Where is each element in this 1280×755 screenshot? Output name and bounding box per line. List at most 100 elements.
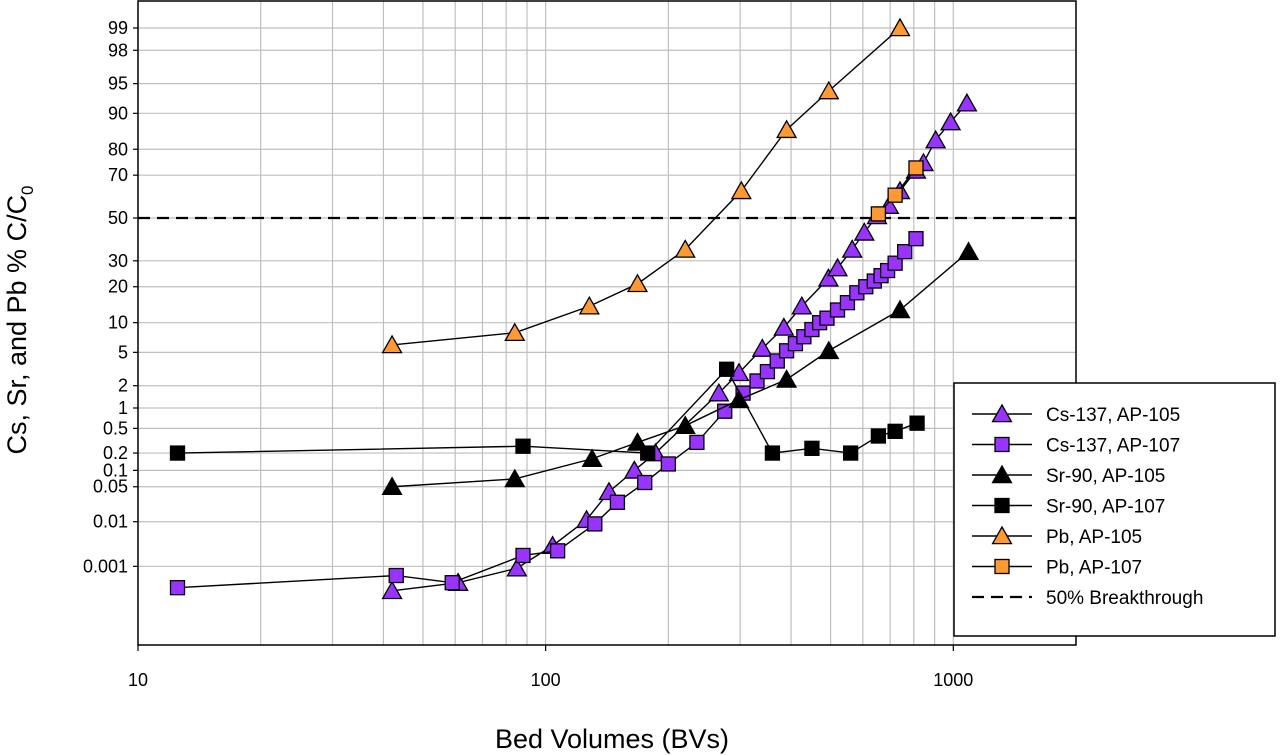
grid-lines — [138, 1, 1076, 645]
y-tick-label: 0.5 — [103, 418, 128, 438]
data-point — [506, 557, 528, 577]
y-tick-label: 30 — [108, 251, 128, 271]
series-4 — [381, 17, 911, 354]
data-point — [708, 382, 730, 402]
series-3 — [169, 361, 925, 461]
y-tick-label: 0.01 — [93, 512, 128, 532]
data-point — [549, 543, 566, 559]
y-tick-label: 0.2 — [103, 443, 128, 463]
legend-label: Pb, AP-105 — [1046, 527, 1142, 548]
y-tick-label: 80 — [108, 139, 128, 159]
data-point — [626, 273, 649, 293]
y-tick-label: 0.05 — [93, 477, 128, 497]
y-tick-label: 10 — [108, 313, 128, 333]
y-tick-label: 98 — [108, 40, 128, 60]
y-tick-label: 5 — [118, 342, 128, 362]
x-tick-label: 10 — [128, 670, 148, 690]
data-point — [751, 338, 773, 357]
y-axis-label-main: Cs, Sr, and Pb % C/C — [2, 195, 32, 455]
y-tick-label: 90 — [108, 103, 128, 123]
data-point — [730, 180, 752, 200]
data-point — [957, 241, 980, 260]
data-point — [908, 231, 924, 247]
y-axis-ticks: 0.001 0.01 0.050.10.2 0.512 5 10 20 30 50 70 80 90 9… — [83, 18, 138, 576]
legend-marker — [994, 558, 1010, 575]
data-point — [689, 434, 705, 451]
y-tick-label: 20 — [108, 277, 128, 297]
data-point — [940, 111, 962, 131]
data-point — [818, 80, 840, 100]
legend-marker — [994, 497, 1010, 514]
data-point — [773, 317, 795, 336]
data-point — [637, 474, 653, 491]
x-axis-label: Bed Volumes (BVs) — [495, 724, 729, 754]
y-tick-label: 1 — [118, 398, 128, 418]
data-point — [853, 222, 875, 241]
legend-marker — [991, 525, 1013, 545]
y-axis-label: Cs, Sr, and Pb % C/C0 — [2, 185, 37, 454]
y-tick-label: 95 — [108, 74, 128, 94]
data-point — [887, 423, 903, 439]
legend-label: Cs-137, AP-105 — [1046, 405, 1180, 426]
series-layer — [169, 17, 980, 600]
series-2 — [381, 241, 980, 496]
data-point — [388, 567, 404, 584]
series-line — [392, 251, 969, 488]
data-point — [660, 456, 677, 472]
data-point — [897, 244, 913, 260]
data-point — [817, 268, 840, 287]
x-tick-label: 100 — [531, 670, 561, 690]
data-point — [764, 445, 781, 461]
data-point — [841, 239, 863, 258]
x-tick-label: 1000 — [933, 670, 973, 690]
data-point — [842, 445, 859, 461]
data-point — [444, 575, 460, 591]
data-point — [909, 415, 925, 431]
data-point — [776, 119, 798, 139]
data-point — [870, 206, 887, 222]
legend-label: Cs-137, AP-107 — [1046, 436, 1180, 457]
y-tick-label: 70 — [108, 165, 128, 185]
legend-label: Pb, AP-107 — [1046, 558, 1142, 579]
data-point — [776, 369, 798, 388]
data-point — [826, 257, 849, 277]
data-point — [640, 445, 656, 461]
data-point — [791, 295, 813, 315]
data-point — [870, 428, 887, 444]
data-point — [381, 476, 403, 496]
data-point — [887, 187, 903, 203]
data-point — [889, 17, 911, 37]
y-tick-label: 50 — [108, 208, 128, 228]
data-point — [818, 340, 840, 360]
data-point — [925, 129, 947, 149]
data-point — [581, 448, 603, 468]
data-point — [674, 415, 696, 434]
data-point — [674, 239, 696, 258]
legend-label: Sr-90, AP-107 — [1046, 497, 1165, 518]
data-point — [169, 445, 186, 461]
data-point — [515, 438, 531, 454]
data-point — [623, 460, 645, 479]
legend-marker — [994, 436, 1010, 453]
data-point — [804, 440, 820, 456]
legend-label: 50% Breakthrough — [1046, 588, 1203, 609]
legend-label: Sr-90, AP-105 — [1046, 466, 1165, 487]
x-axis-ticks: 10 100 1000 — [128, 645, 973, 690]
legend: Cs-137, AP-105 Cs-137, AP-107 Sr-90, AP-10… — [953, 382, 1276, 637]
data-point — [587, 516, 603, 532]
y-tick-label: 2 — [118, 376, 128, 396]
data-point — [504, 322, 526, 342]
series-5 — [870, 160, 924, 222]
data-point — [956, 92, 978, 112]
data-point — [515, 547, 531, 564]
data-point — [908, 160, 924, 176]
y-axis-label-subscript: 0 — [18, 185, 37, 194]
data-point — [887, 255, 903, 271]
legend-marker — [991, 403, 1013, 423]
data-point — [889, 299, 911, 319]
data-point — [504, 468, 526, 488]
data-point — [719, 361, 735, 377]
y-tick-label: 0.001 — [83, 556, 128, 576]
series-line — [177, 368, 918, 454]
